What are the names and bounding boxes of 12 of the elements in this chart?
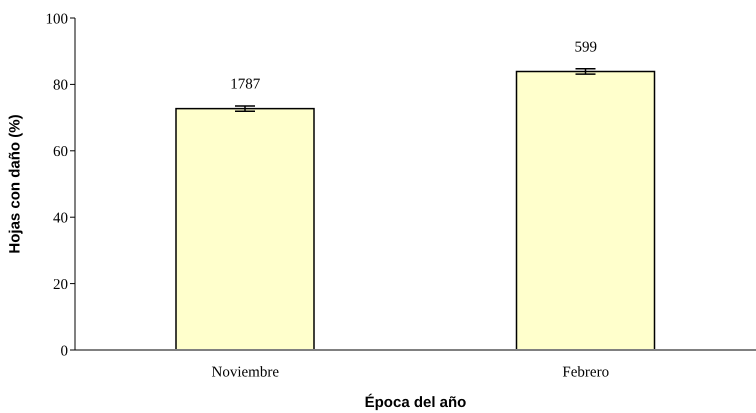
- y-tick-label: 40: [53, 210, 68, 227]
- y-tick-label: 100: [46, 11, 68, 28]
- y-tick-label: 0: [60, 343, 68, 360]
- annotation: 1787: [230, 76, 261, 93]
- x-tick-label: Noviembre: [212, 364, 280, 381]
- annotation: 599: [574, 39, 597, 56]
- y-tick-label: 80: [53, 78, 68, 94]
- x-axis-title: Época del año: [364, 393, 466, 411]
- x-tick-label: Febrero: [562, 364, 610, 381]
- y-axis-title: Hojas con daño (%): [6, 114, 24, 254]
- y-tick-label: 60: [53, 144, 68, 160]
- y-tick-label: 20: [53, 276, 68, 293]
